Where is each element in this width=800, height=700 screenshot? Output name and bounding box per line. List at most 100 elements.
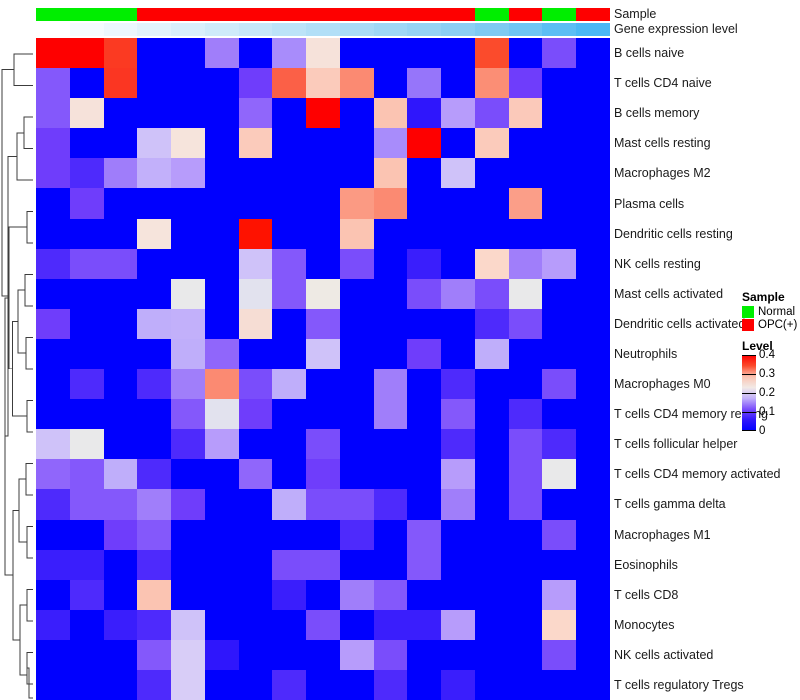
- heatmap-cell: [441, 579, 475, 610]
- heatmap-cell: [508, 188, 543, 219]
- heatmap-cell: [373, 98, 408, 129]
- heatmap-cell: [103, 38, 138, 69]
- heatmap-cell: [69, 248, 104, 279]
- heatmap-cell: [441, 459, 475, 490]
- heatmap-row-label: Neutrophils: [614, 346, 678, 361]
- heatmap-cell: [69, 459, 104, 490]
- heatmap-cell: [306, 248, 340, 279]
- heatmap-cell: [441, 218, 475, 249]
- heatmap-cell: [542, 669, 577, 700]
- heatmap-cell: [103, 609, 138, 640]
- heatmap-cell: [542, 158, 577, 189]
- heatmap-cell: [171, 429, 205, 460]
- heatmap-cell: [441, 68, 475, 99]
- heatmap-cell: [238, 38, 273, 69]
- heatmap-row: Mast cells resting: [36, 128, 711, 159]
- heatmap-row-label: Dendritic cells activated: [614, 316, 746, 331]
- heatmap-cell: [373, 38, 408, 69]
- heatmap-cell: [441, 158, 475, 189]
- heatmap-cell: [407, 579, 442, 610]
- heatmap-cell: [306, 579, 340, 610]
- heatmap-cell: [69, 669, 104, 700]
- heatmap-cell: [542, 399, 577, 430]
- heatmap-row: Macrophages M1: [36, 519, 711, 550]
- heatmap-cell: [339, 248, 374, 279]
- gene-expression-annotation-cell: [542, 23, 577, 36]
- heatmap-cell: [272, 68, 307, 99]
- heatmap-row-label: T cells CD4 naive: [614, 76, 712, 91]
- heatmap-cell: [36, 218, 70, 249]
- heatmap-cell: [69, 98, 104, 129]
- heatmap-cell: [474, 158, 509, 189]
- heatmap-cell: [306, 38, 340, 69]
- heatmap-cell: [373, 308, 408, 339]
- heatmap-cell: [306, 669, 340, 700]
- heatmap-cell: [508, 158, 543, 189]
- heatmap-cell: [306, 218, 340, 249]
- heatmap-cell: [36, 38, 70, 69]
- heatmap-cell: [204, 248, 239, 279]
- level-tick-mark: [742, 430, 756, 431]
- heatmap-cell: [407, 158, 442, 189]
- heatmap-cell: [373, 68, 408, 99]
- heatmap-cell: [69, 278, 104, 309]
- level-tick-label: 0.2: [759, 387, 775, 399]
- heatmap-cell: [204, 188, 239, 219]
- heatmap-cell: [373, 429, 408, 460]
- heatmap-cell: [542, 369, 577, 400]
- heatmap-cell: [474, 308, 509, 339]
- gene-expression-annotation-cell: [36, 23, 70, 36]
- gene-expression-annotation-cell: [373, 23, 408, 36]
- heatmap-cell: [69, 429, 104, 460]
- heatmap-cell: [204, 278, 239, 309]
- heatmap-cell: [238, 609, 273, 640]
- heatmap-cell: [542, 128, 577, 159]
- heatmap-cell: [407, 489, 442, 520]
- heatmap-cell: [576, 489, 611, 520]
- sample-annotation-cell: [474, 8, 509, 21]
- heatmap-cell: [36, 399, 70, 430]
- heatmap-cell: [576, 308, 611, 339]
- level-legend: Level 0.4 0.3 0.2 0.1 0: [742, 339, 800, 437]
- level-tick-label: 0: [759, 425, 766, 437]
- heatmap-cell: [171, 338, 205, 370]
- heatmap-cell: [373, 549, 408, 580]
- heatmap-cell: [542, 338, 577, 370]
- gene-expression-annotation-cell: [204, 23, 239, 36]
- heatmap-cell: [137, 549, 172, 580]
- heatmap-row-label: Mast cells activated: [614, 286, 724, 301]
- heatmap-cell: [204, 609, 239, 640]
- heatmap-cell: [238, 338, 273, 370]
- heatmap-cell: [373, 338, 408, 370]
- heatmap-row: T cells CD8: [36, 579, 678, 610]
- heatmap-cell: [407, 308, 442, 339]
- heatmap-cell: [171, 609, 205, 640]
- heatmap-cell: [103, 68, 138, 99]
- heatmap-cell: [474, 669, 509, 700]
- heatmap-cell: [306, 98, 340, 129]
- heatmap-cell: [576, 278, 611, 309]
- heatmap-cell: [542, 609, 577, 640]
- heatmap-cell: [306, 278, 340, 309]
- heatmap-cell: [36, 639, 70, 670]
- sample-annotation-label: Sample: [614, 7, 657, 21]
- heatmap-cell: [204, 639, 239, 670]
- heatmap-cell: [339, 158, 374, 189]
- heatmap-cell: [171, 549, 205, 580]
- heatmap-cell: [542, 519, 577, 550]
- heatmap-cell: [474, 128, 509, 159]
- heatmap-cell: [171, 188, 205, 219]
- heatmap-cell: [36, 278, 70, 309]
- heatmap-cell: [204, 308, 239, 339]
- heatmap-row-label: T cells CD4 memory resting: [614, 407, 768, 422]
- heatmap-cell: [69, 218, 104, 249]
- heatmap-cell: [36, 68, 70, 99]
- heatmap-cell: [69, 399, 104, 430]
- heatmap-cell: [171, 218, 205, 249]
- heatmap-row: T cells CD4 memory activated: [36, 459, 781, 490]
- heatmap-cell: [441, 489, 475, 520]
- heatmap-cell: [542, 549, 577, 580]
- heatmap-cell: [576, 639, 611, 670]
- heatmap-cell: [441, 369, 475, 400]
- heatmap-cell: [204, 128, 239, 159]
